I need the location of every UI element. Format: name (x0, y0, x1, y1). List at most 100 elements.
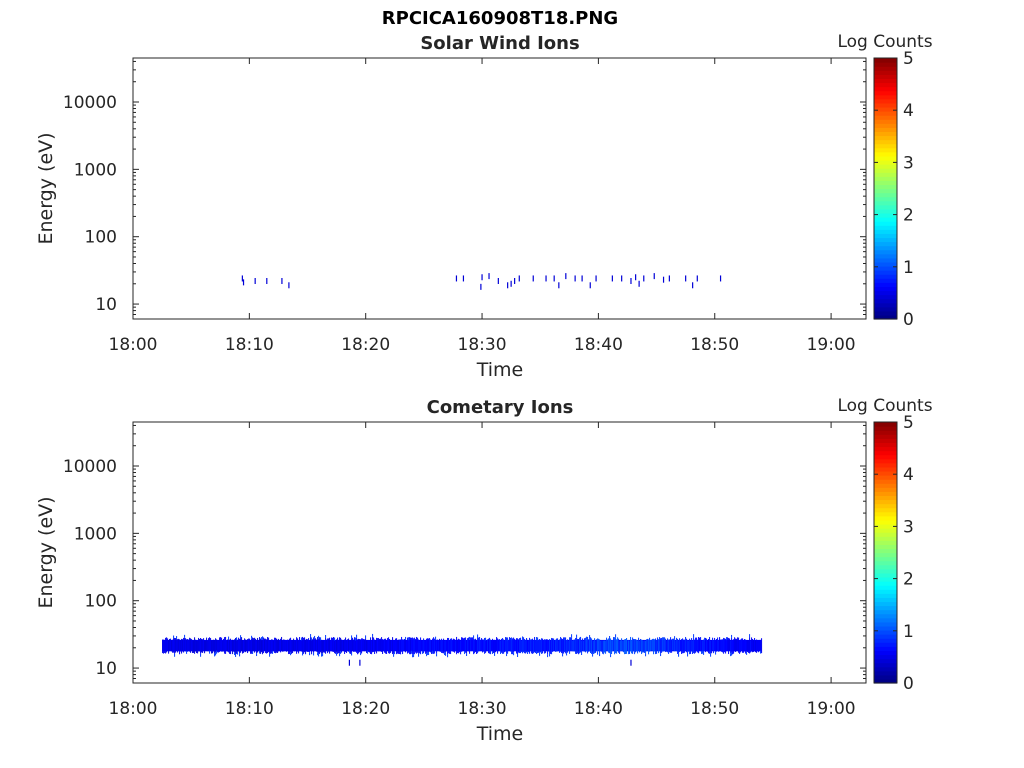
colorbar-step (874, 286, 897, 292)
colorbar-step (874, 654, 897, 660)
colorbar-step (874, 221, 897, 226)
colorbar-tick-label: 5 (903, 49, 914, 69)
colorbar-step (874, 576, 897, 582)
colorbar-step (874, 270, 897, 275)
colorbar-step (874, 617, 897, 623)
colorbar-step (874, 159, 897, 165)
colorbar-step (874, 196, 897, 202)
panel-solar-wind: Solar Wind Ions 18:00 18:10 18:20 18:30 18:40… (35, 32, 933, 381)
colorbar-step (874, 62, 897, 67)
colorbar-step (874, 475, 897, 480)
colorbar-step (874, 290, 897, 296)
colorbar-label: Log Counts (837, 396, 932, 416)
colorbar-step (874, 245, 897, 251)
colorbar-step (874, 188, 897, 194)
x-tick-label: 18:10 (225, 335, 274, 355)
colorbar-step (874, 495, 897, 501)
colorbar-step (874, 176, 897, 181)
x-tick-label: 18:50 (690, 699, 739, 719)
colorbar-step (874, 217, 897, 222)
colorbar-step (874, 94, 897, 100)
colorbar-step (874, 552, 897, 558)
plot-frame (132, 421, 867, 684)
colorbar-step (874, 74, 897, 79)
colorbar-step (874, 515, 897, 521)
colorbar-step (874, 479, 897, 484)
colorbar-step (874, 564, 897, 570)
colorbar-step (874, 528, 897, 533)
colorbar-step (874, 135, 897, 141)
y-tick-label: 1000 (74, 160, 117, 180)
colorbar-step (874, 422, 897, 427)
y-axis-label: Energy (eV) (35, 132, 57, 244)
colorbar-step (874, 470, 897, 476)
colorbar-step (874, 229, 897, 234)
colorbar-frame (873, 57, 898, 320)
colorbar-step (874, 225, 897, 230)
colorbar-step (874, 208, 897, 214)
colorbar-step (874, 139, 897, 145)
colorbar-step (874, 115, 897, 120)
colorbar-step (874, 650, 897, 656)
colorbar-step (874, 560, 897, 566)
colorbar-step (874, 466, 897, 472)
colorbar-step (874, 585, 897, 590)
colorbar-step (874, 621, 897, 627)
colorbar-tick-label: 1 (903, 258, 914, 278)
colorbar-step (874, 544, 897, 550)
cometary-band (162, 633, 763, 658)
colorbar-step (874, 629, 897, 635)
colorbar-step (874, 90, 897, 96)
colorbar-step (874, 646, 897, 651)
x-tick-label: 18:40 (574, 699, 623, 719)
colorbar-step (874, 605, 897, 611)
colorbar-step (874, 519, 897, 525)
colorbar-step (874, 666, 897, 672)
colorbar-step (874, 446, 897, 452)
colorbar-step (874, 548, 897, 554)
colorbar-step (874, 172, 897, 177)
colorbar-step (874, 662, 897, 668)
colorbar-step (874, 593, 897, 598)
colorbar-step (874, 589, 897, 594)
colorbar-step (874, 127, 897, 133)
y-tick-label: 100 (85, 228, 117, 248)
colorbar-step (874, 249, 897, 255)
colorbar-step (874, 143, 897, 149)
colorbar-step (874, 102, 897, 108)
colorbar-step (874, 111, 897, 116)
x-tick-label: 18:50 (690, 335, 739, 355)
colorbar-step (874, 674, 897, 680)
colorbar-step (874, 638, 897, 643)
colorbar-step (874, 491, 897, 497)
colorbar-step (874, 131, 897, 137)
colorbar-step (874, 438, 897, 443)
colorbar-tick-label: 3 (903, 153, 914, 173)
colorbar-step (874, 200, 897, 206)
colorbar-step (874, 434, 897, 439)
colorbar-step (874, 462, 897, 468)
colorbar-tick-label: 4 (903, 465, 914, 485)
colorbar-step (874, 426, 897, 431)
y-axis-label: Energy (eV) (35, 496, 57, 608)
x-tick-label: 18:00 (109, 335, 158, 355)
y-tick-label: 100 (85, 592, 117, 612)
colorbar-step (874, 147, 897, 153)
colorbar-step (874, 450, 897, 456)
colorbar-step (874, 634, 897, 639)
colorbar-step (874, 180, 897, 186)
colorbar-step (874, 98, 897, 104)
colorbar-step (874, 430, 897, 435)
colorbar-tick-label: 0 (903, 674, 914, 694)
colorbar-step (874, 233, 897, 239)
x-tick-label: 19:00 (807, 699, 856, 719)
colorbar-step (874, 70, 897, 75)
colorbar-step (874, 678, 897, 684)
colorbar-step (874, 78, 897, 84)
colorbar-step (874, 613, 897, 619)
colorbar-step (874, 483, 897, 488)
colorbar-step (874, 278, 897, 283)
colorbar-step (874, 536, 897, 541)
colorbar-step (874, 212, 897, 218)
colorbar-step (874, 184, 897, 190)
